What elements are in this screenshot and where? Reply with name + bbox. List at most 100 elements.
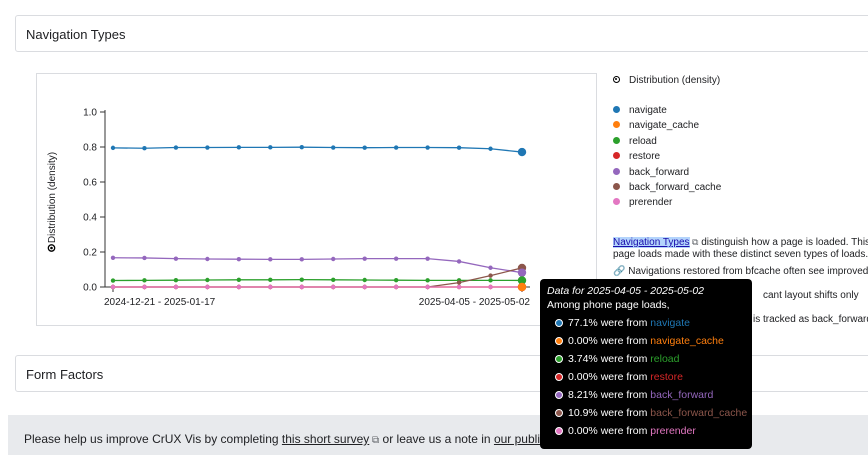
y-tick-label: 0.6 xyxy=(83,178,97,189)
data-point-prerender xyxy=(173,284,179,290)
legend-item-back-forward-cache[interactable]: back_forward_cache xyxy=(613,182,721,193)
data-point-reload xyxy=(236,277,242,283)
data-point-navigate xyxy=(393,145,399,150)
data-point-reload xyxy=(331,277,336,283)
legend-label: navigate_cache xyxy=(629,120,700,132)
data-point-prerender xyxy=(456,284,462,290)
data-point-prerender xyxy=(299,284,304,290)
data-point-prerender xyxy=(268,284,273,290)
navigation-types-card: Navigation Types xyxy=(15,15,868,52)
radio-selected-icon xyxy=(47,244,56,252)
series-dot-icon xyxy=(555,355,563,363)
data-point-reload xyxy=(110,278,116,283)
tooltip-series-name: navigate xyxy=(650,317,690,329)
legend-item-navigate-cache[interactable]: navigate_cache xyxy=(613,120,699,131)
legend-item-reload[interactable]: reload xyxy=(613,136,657,147)
data-point-prerender xyxy=(331,284,336,290)
survey-link[interactable]: this short survey xyxy=(281,432,370,446)
data-point-navigate xyxy=(268,145,273,150)
legend-swatch xyxy=(613,106,620,113)
data-point-back-forward xyxy=(362,256,367,261)
data-point-back-forward xyxy=(299,257,304,262)
data-point-back-forward xyxy=(425,256,430,261)
data-point-reload xyxy=(425,278,430,283)
x-tick-label: 2024-12-21 - 2025-01-17 xyxy=(104,297,216,308)
data-point-back-forward xyxy=(331,256,336,262)
external-link-icon: ⧉ xyxy=(369,435,380,446)
tooltip-row-restore: 0.00% were from restore xyxy=(555,371,683,383)
description-text-1: distinguish how a page is loaded. This xyxy=(698,237,868,248)
data-point-back-forward xyxy=(393,256,399,261)
legend-item-prerender[interactable]: prerender xyxy=(613,197,672,208)
description: Navigation Types ⧉ distinguish how a pag… xyxy=(613,236,868,261)
data-point-back-forward xyxy=(205,256,210,262)
data-point-prerender xyxy=(362,284,367,290)
legend-swatch xyxy=(613,198,620,206)
data-point-navigate xyxy=(456,145,462,150)
survey-middle: or leave us a note in xyxy=(379,432,494,446)
legend-heading[interactable]: Distribution (density) xyxy=(613,75,720,86)
tooltip-series-name: navigate_cache xyxy=(650,335,724,347)
legend-label: navigate xyxy=(629,105,667,116)
data-point-navigate xyxy=(362,145,367,150)
data-point-reload xyxy=(173,277,179,283)
data-point-back-forward xyxy=(268,257,273,262)
link-chain-icon: 🔗 xyxy=(613,266,629,277)
section-title-navigation-types: Navigation Types xyxy=(26,27,126,42)
y-tick-label: 0.2 xyxy=(83,248,97,259)
data-point-reload xyxy=(393,277,399,283)
legend-swatch xyxy=(613,136,620,144)
section-title-form-factors: Form Factors xyxy=(26,367,104,382)
navigation-types-link[interactable]: Navigation Types xyxy=(613,237,690,248)
data-point-back-forward xyxy=(173,256,179,261)
description-text-5: is tracked as back_forward xyxy=(753,314,868,325)
y-tick-label: 0.0 xyxy=(83,283,97,294)
legend-swatch xyxy=(613,121,620,129)
data-point-prerender xyxy=(488,284,493,290)
legend-label: back_forward xyxy=(629,166,690,178)
legend-label: reload xyxy=(629,135,657,147)
legend-label: prerender xyxy=(629,197,673,209)
data-point-navigate xyxy=(331,145,336,150)
data-point-back-forward xyxy=(488,265,493,270)
highlight-point-back-forward xyxy=(517,268,527,277)
data-point-navigate xyxy=(173,145,179,150)
data-point-reload xyxy=(362,277,367,283)
tooltip-header: Data for 2025-04-05 - 2025-05-02 xyxy=(547,285,705,297)
tooltip-row-prerender: 0.00% were from prerender xyxy=(555,425,696,437)
tooltip-series-name: restore xyxy=(650,371,683,383)
data-point-prerender xyxy=(205,284,210,290)
data-point-navigate xyxy=(425,145,430,150)
data-point-navigate xyxy=(488,146,493,151)
survey-text: Please help us improve CrUX Vis by compl… xyxy=(24,432,546,446)
tooltip-pct: 3.74% were from xyxy=(568,353,651,365)
data-point-reload xyxy=(205,277,210,283)
legend-swatch xyxy=(613,152,620,160)
legend-item-restore[interactable]: restore xyxy=(613,151,660,162)
x-tick-label: 2025-04-05 - 2025-05-02 xyxy=(419,297,531,308)
legend-item-navigate[interactable]: navigate xyxy=(613,105,667,116)
series-dot-icon xyxy=(555,319,563,327)
data-point-navigate xyxy=(142,146,147,151)
highlight-point-navigate-cache xyxy=(517,282,527,292)
external-link-icon: ⧉ xyxy=(689,237,699,247)
data-point-back-forward xyxy=(456,259,462,264)
data-point-back-forward xyxy=(110,255,116,260)
series-line-navigate xyxy=(112,146,523,153)
tooltip-pct: 10.9% were from xyxy=(568,407,651,419)
legend-item-back-forward[interactable]: back_forward xyxy=(613,167,689,178)
tooltip-pct: 0.00% were from xyxy=(568,425,651,437)
tooltip-series-name: reload xyxy=(650,353,680,365)
tooltip-row-back-forward-cache: 10.9% were from back_forward_cache xyxy=(555,407,747,419)
y-tick-label: 1.0 xyxy=(83,108,97,119)
public-channel-link[interactable]: our public xyxy=(493,432,546,446)
series-line-back-forward xyxy=(112,257,523,274)
data-point-prerender xyxy=(142,284,147,290)
chart-tooltip: Data for 2025-04-05 - 2025-05-02 Among p… xyxy=(540,279,752,449)
tooltip-row-reload: 3.74% were from reload xyxy=(555,353,680,365)
legend-swatch xyxy=(613,167,620,175)
radio-dot-icon xyxy=(50,246,53,250)
legend-label: back_forward_cache xyxy=(629,182,722,193)
y-axis-label: Distribution (density) xyxy=(47,152,58,243)
survey-prefix: Please help us improve CrUX Vis by compl… xyxy=(24,432,282,446)
